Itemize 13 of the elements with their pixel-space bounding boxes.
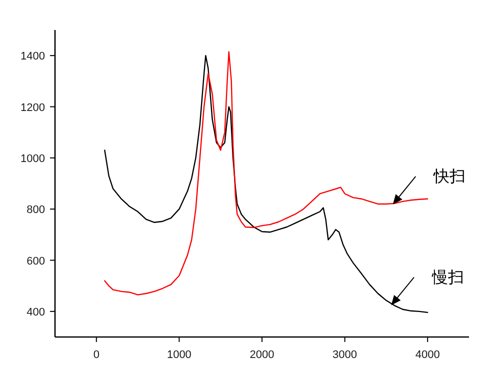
- x-tick-label: 2000: [250, 349, 274, 361]
- y-tick-label: 1400: [20, 50, 45, 63]
- y-tick-label: 1200: [20, 102, 45, 114]
- annotation: 慢扫: [430, 267, 464, 286]
- annotation: 快扫: [432, 166, 466, 186]
- y-tick-label: 800: [26, 204, 45, 216]
- y-tick-label: 1000: [20, 152, 45, 165]
- x-tick-label: 3000: [332, 349, 358, 361]
- x-tick-label: 0: [93, 349, 100, 361]
- x-tick-label: 4000: [415, 349, 440, 361]
- y-tick-label: 600: [26, 255, 45, 268]
- x-tick-label: 1000: [166, 349, 192, 361]
- y-tick-label: 400: [26, 306, 45, 318]
